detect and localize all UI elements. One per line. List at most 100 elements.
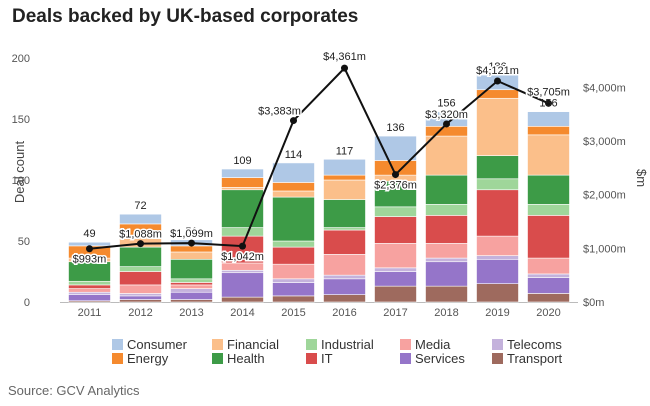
y-tick-label: 200 [12,53,30,65]
x-tick-label: 2015 [281,307,305,319]
value-point [392,171,399,179]
bar-segment-health [119,246,162,267]
bar-segment-industrial [272,240,315,248]
bar-segment-it [527,215,570,259]
bar-segment-industrial [425,204,468,216]
bar-segment-media [170,284,213,289]
y2-axis-title: $m [634,169,649,187]
bar-segment-financial [170,251,213,260]
bar-segment-industrial [119,266,162,272]
bar-segment-transport [119,299,162,303]
chart-title: Deals backed by UK-based corporates [12,6,359,27]
bar-segment-services [272,282,315,297]
bar-segment-industrial [374,206,417,217]
bar-segment-energy [527,126,570,136]
bar-segment-health [272,196,315,242]
bar-segment-telecoms [527,273,570,278]
bar-segment-services [476,258,519,284]
bar-segment-health [527,174,570,205]
bar-segment-energy [221,177,264,188]
bar-segment-transport [221,296,264,303]
bar-segment-services [323,278,366,295]
bar-segment-services [527,277,570,294]
legend-label-energy: Energy [127,351,169,366]
value-label: $1,099m [170,228,213,240]
value-label: $1,042m [221,251,264,263]
value-label: $3,383m [258,106,301,118]
bar-segment-energy [425,126,468,137]
bar-segment-consumer [374,135,417,161]
total-label: 156 [539,98,557,110]
bar-segment-consumer [272,162,315,183]
bar-segment-industrial [323,227,366,231]
bar-segment-transport [374,285,417,303]
legend-label-health: Health [227,351,265,366]
total-label: 51 [185,226,197,238]
bar-segment-it [170,282,213,286]
legend-swatch-telecoms [492,339,503,350]
x-tick-label: 2012 [128,307,152,319]
bar-segment-telecoms [221,269,264,274]
bar-segment-it [374,216,417,244]
legend-swatch-industrial [306,339,317,350]
y-tick-label: 150 [12,114,30,126]
bar-segment-health [476,155,519,180]
bar-segment-telecoms [425,257,468,263]
bar-segment-consumer [119,213,162,225]
total-label: 136 [386,122,404,134]
bar-segment-financial [272,190,315,198]
bar-segment-telecoms [68,291,111,295]
bar-segment-financial [476,97,519,156]
bar-segment-telecoms [374,267,417,272]
value-label: $2,376m [374,180,417,192]
legend-label-transport: Transport [507,351,563,366]
x-tick-label: 2018 [434,307,458,319]
total-label: 114 [285,149,303,161]
value-point [137,240,144,248]
bar-segment-health [170,258,213,280]
legend-swatch-it [306,353,317,364]
legend-label-telecoms: Telecoms [507,337,562,352]
bar-segment-telecoms [272,278,315,283]
value-point [86,245,93,253]
bar-segment-media [425,243,468,259]
bar-segment-industrial [170,278,213,283]
y-tick-label: 100 [12,175,30,187]
bar-segment-transport [323,294,366,303]
y-tick-label: 50 [18,236,30,248]
value-label: $1,088m [119,229,162,241]
value-point [494,77,501,85]
x-tick-label: 2016 [332,307,356,319]
value-line [89,66,549,250]
legend-label-media: Media [415,337,451,352]
total-label: 109 [233,155,251,167]
legend-swatch-energy [112,353,123,364]
value-label: $993m [73,254,107,266]
bar-segment-energy [170,245,213,253]
value-label: $4,361m [323,51,366,63]
total-label: 49 [83,228,95,240]
value-point [188,239,195,247]
legend-swatch-media [400,339,411,350]
x-tick-label: 2019 [485,307,509,319]
bar-segment-services [68,294,111,302]
bar-segment-transport [272,295,315,303]
legend-swatch-health [212,353,223,364]
bar-segment-media [374,243,417,269]
bar-segment-consumer [527,111,570,127]
bar-segment-financial [221,187,264,191]
y-axis-title: Deal count [12,141,27,204]
bar-segment-transport [170,299,213,303]
y-tick-label: 0 [24,297,30,309]
value-label: $3,320m [425,109,468,121]
x-tick-label: 2014 [230,307,254,319]
bar-segment-health [374,180,417,208]
bar-segment-industrial [527,204,570,216]
legend-label-it: IT [321,351,333,366]
bar-segment-transport [425,285,468,303]
legend-swatch-transport [492,353,503,364]
bar-segment-services [119,295,162,300]
total-label: 186 [488,61,506,73]
legend-label-industrial: Industrial [321,337,374,352]
bar-segment-telecoms [476,255,519,260]
